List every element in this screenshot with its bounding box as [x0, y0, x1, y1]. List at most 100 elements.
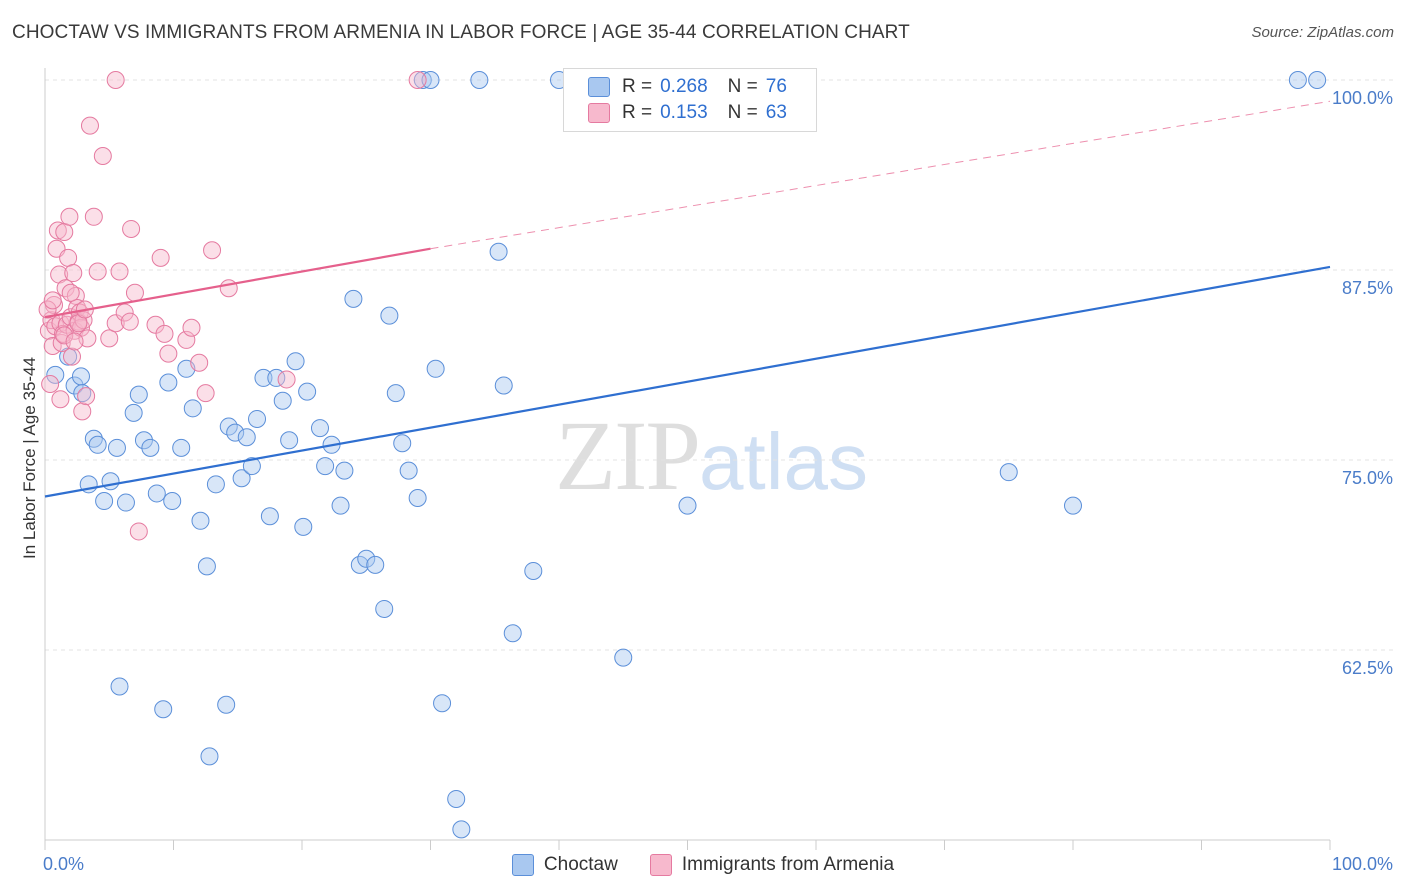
- series-legend: Choctaw Immigrants from Armenia: [0, 852, 1406, 878]
- scatter-point: [277, 370, 296, 389]
- scatter-point: [147, 484, 166, 503]
- scatter-point: [357, 549, 376, 568]
- chart-title: CHOCTAW VS IMMIGRANTS FROM ARMENIA IN LA…: [12, 22, 910, 43]
- scatter-point: [134, 431, 153, 450]
- scatter-point: [100, 329, 119, 348]
- legend-r-value: 0.153: [660, 102, 708, 123]
- legend-item-armenia[interactable]: Immigrants from Armenia: [649, 854, 895, 876]
- scatter-point: [470, 71, 489, 89]
- legend-n-label: N =: [727, 76, 758, 97]
- legend-label-choctaw: Choctaw: [543, 854, 618, 875]
- scatter-point: [51, 390, 70, 409]
- scatter-point: [38, 300, 57, 319]
- legend-n-label: N =: [727, 102, 758, 123]
- scatter-point: [206, 475, 225, 494]
- scatter-point: [120, 312, 139, 331]
- legend-label-armenia: Immigrants from Armenia: [681, 854, 895, 875]
- scatter-point: [408, 71, 427, 89]
- trend-line-choctaw: [44, 265, 1331, 498]
- legend-n-value: 63: [765, 102, 787, 123]
- scatter-point: [335, 461, 354, 480]
- scatter-point: [106, 314, 125, 333]
- scatter-point: [124, 403, 143, 422]
- scatter-point: [298, 382, 317, 401]
- scatter-point: [232, 469, 251, 488]
- scatter-point: [366, 555, 385, 574]
- tick-labels: 62.5% 75.0% 87.5% 100.0% 0.0% 100.0%: [43, 88, 1393, 874]
- scatter-point: [77, 387, 96, 406]
- scatter-point: [614, 648, 633, 667]
- scatter-point: [172, 438, 191, 457]
- scatter-point: [159, 344, 178, 363]
- scatter-point: [60, 207, 79, 226]
- scatter-point: [55, 223, 74, 241]
- x-tick-label: 0.0%: [43, 854, 84, 874]
- x-tick-label: 100.0%: [1332, 854, 1393, 874]
- scatter-point: [122, 219, 141, 238]
- scatter-point: [380, 306, 399, 325]
- scatter-point: [426, 359, 445, 378]
- scatter-point: [61, 283, 80, 302]
- scatter-point: [177, 330, 196, 349]
- scatter-point: [151, 248, 170, 267]
- legend-swatch-armenia: [588, 103, 610, 123]
- y-tick-label: 75.0%: [1342, 468, 1393, 488]
- scatter-point: [65, 376, 84, 395]
- scatter-point: [191, 511, 210, 530]
- scatter-point: [141, 438, 160, 457]
- scatter-point: [408, 489, 427, 507]
- y-tick-label: 87.5%: [1342, 278, 1393, 298]
- scatter-point: [155, 324, 174, 343]
- scatter-point: [62, 347, 81, 366]
- gridlines: [45, 79, 1395, 651]
- scatter-point: [489, 242, 508, 261]
- scatter-point: [200, 747, 219, 766]
- scatter-point: [280, 431, 299, 450]
- scatter-point: [41, 375, 60, 393]
- legend-row-choctaw: R = 0.268 N = 76: [588, 74, 787, 100]
- scatter-point: [146, 315, 165, 334]
- scatter-point: [110, 262, 129, 281]
- scatter-point: [331, 496, 350, 515]
- scatter-point: [93, 147, 112, 165]
- scatter-point: [46, 365, 65, 384]
- series-choctaw-points: [46, 71, 1327, 839]
- scatter-point: [196, 384, 215, 403]
- scatter-point: [344, 289, 363, 308]
- scatter-point: [413, 71, 432, 89]
- scatter-point: [219, 279, 238, 298]
- scatter-point: [273, 391, 292, 410]
- scatter-point: [129, 522, 148, 541]
- scatter-point: [88, 435, 107, 454]
- scatter-point: [73, 402, 92, 421]
- watermark-atlas: atlas: [699, 417, 868, 506]
- scatter-point: [64, 264, 83, 283]
- legend-row-armenia: R = 0.153 N = 63: [588, 100, 787, 126]
- scatter-point: [524, 561, 543, 580]
- scatter-point: [154, 700, 173, 719]
- watermark: ZIPatlas: [555, 398, 868, 513]
- legend-r-label: R =: [622, 102, 653, 123]
- scatter-point: [393, 434, 412, 453]
- legend-item-choctaw[interactable]: Choctaw: [511, 854, 618, 876]
- scatter-point: [399, 461, 418, 480]
- scatter-point: [125, 283, 144, 302]
- legend-n-value: 76: [765, 76, 787, 97]
- scatter-point: [129, 385, 148, 404]
- scatter-point: [190, 353, 209, 372]
- trend-lines: [44, 100, 1331, 498]
- scatter-point: [84, 207, 103, 226]
- y-tick-label: 62.5%: [1342, 658, 1393, 678]
- scatter-point: [55, 326, 74, 345]
- scatter-point: [203, 241, 222, 260]
- scatter-point: [80, 116, 99, 135]
- source-credit: Source: ZipAtlas.com: [1251, 24, 1394, 41]
- scatter-point: [183, 399, 202, 418]
- scatter-point: [48, 221, 67, 240]
- scatter-point: [286, 352, 305, 371]
- scatter-point: [106, 71, 125, 89]
- scatter-point: [217, 695, 236, 714]
- scatter-point: [503, 624, 522, 643]
- scatter-point: [375, 599, 394, 618]
- scatter-point: [71, 367, 90, 386]
